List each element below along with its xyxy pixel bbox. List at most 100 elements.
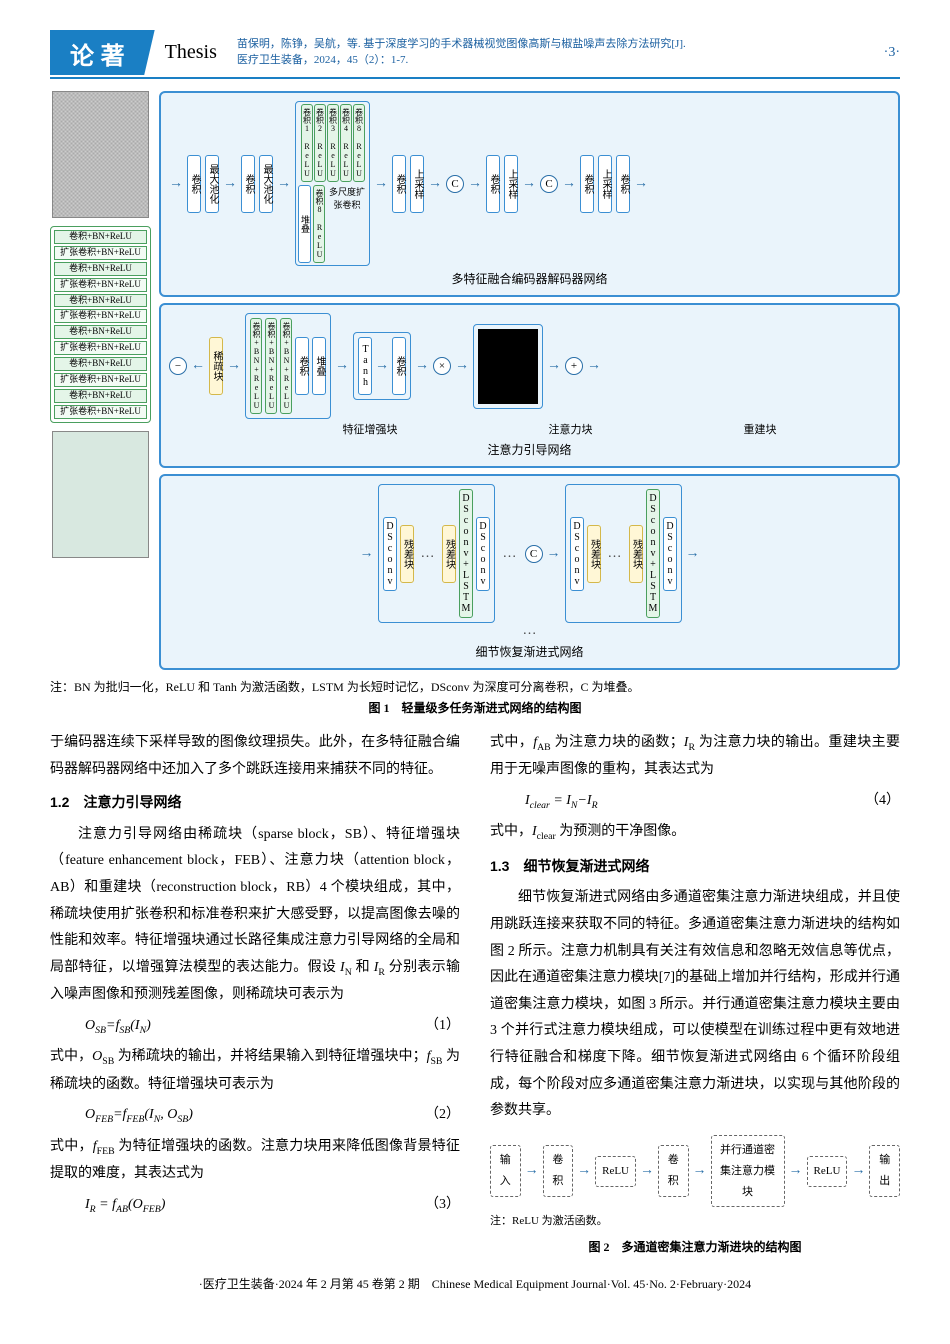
stack-cell: 扩张卷积+BN+ReLU bbox=[54, 405, 147, 419]
conv-block: 卷积 bbox=[241, 155, 255, 213]
arrow-icon: → bbox=[428, 176, 442, 192]
attention-group: Tanh → 卷积 bbox=[353, 332, 411, 400]
sparse-block: 稀疏块 bbox=[209, 337, 223, 395]
stack-block: 堆叠 bbox=[298, 185, 311, 263]
residual-block: 残差块 bbox=[629, 525, 643, 583]
dilated-conv: 卷积2 ReLU bbox=[314, 104, 326, 182]
paragraph: 式中，Iclear 为预测的干净图像。 bbox=[490, 819, 900, 846]
minus-op: − bbox=[169, 357, 187, 375]
fig2-node-relu: ReLU bbox=[807, 1156, 848, 1187]
ellipsis-icon: … bbox=[417, 546, 439, 562]
citation-line1: 苗保明，陈铮，吴航，等. 基于深度学习的手术器械视觉图像高斯与椒盐噪声去除方法研… bbox=[237, 38, 686, 50]
eq-number: （1） bbox=[425, 1013, 460, 1040]
feb-group: 卷积+BN+ReLU 卷积+BN+ReLU 卷积+BN+ReLU 卷积 堆叠 bbox=[245, 313, 331, 419]
figure-1: 卷积+BN+ReLU 扩张卷积+BN+ReLU 卷积+BN+ReLU 扩张卷积+… bbox=[50, 91, 900, 716]
section-heading-1-3: 1.3 细节恢复渐进式网络 bbox=[490, 853, 900, 880]
residual-block: 残差块 bbox=[442, 525, 456, 583]
arrow-icon: → bbox=[547, 358, 561, 374]
stack-cell: 扩张卷积+BN+ReLU bbox=[54, 278, 147, 292]
rb-label: 重建块 bbox=[744, 421, 777, 437]
arrow-icon: → bbox=[277, 176, 291, 192]
stack-cell: 卷积+BN+ReLU bbox=[54, 389, 147, 403]
dsconv-lstm-block: DSconv+LSTM bbox=[459, 489, 473, 618]
arrow-icon: → bbox=[227, 358, 241, 374]
concat-op: C bbox=[525, 545, 543, 563]
figure-2-caption: 图 2 多通道密集注意力渐进块的结构图 bbox=[490, 1236, 900, 1259]
arrow-icon: → bbox=[851, 1158, 865, 1185]
dsconv-block: DSconv bbox=[663, 517, 677, 591]
arrow-icon: → bbox=[335, 358, 349, 374]
feb-cell: 卷积+BN+ReLU bbox=[250, 318, 262, 414]
eq-number: （2） bbox=[425, 1102, 460, 1129]
detail-recovery-network: → DSconv 残差块 … 残差块 DSconv+LSTM DSconv … … bbox=[159, 474, 900, 670]
equation-2: OFEB=fFEB(IN, OSB) （2） bbox=[85, 1102, 460, 1129]
feb-cell: 卷积+BN+ReLU bbox=[280, 318, 292, 414]
figure-1-caption: 图 1 轻量级多任务渐进式网络的结构图 bbox=[50, 699, 900, 716]
plus-op: + bbox=[565, 357, 583, 375]
citation-text: 苗保明，陈铮，吴航，等. 基于深度学习的手术器械视觉图像高斯与椒盐噪声去除方法研… bbox=[237, 37, 884, 68]
figure-1-note: 注：BN 为批归一化，ReLU 和 Tanh 为激活函数，LSTM 为长短时记忆… bbox=[50, 678, 900, 695]
citation-line2: 医疗卫生装备，2024，45（2）：1-7. bbox=[237, 54, 408, 66]
figure-2: 输入 → 卷积 → ReLU → 卷积 → 并行通道密集注意力模块 → ReLU… bbox=[490, 1135, 900, 1259]
dilated-conv: 卷积8 ReLU bbox=[353, 104, 365, 182]
stack-cell: 卷积+BN+ReLU bbox=[54, 325, 147, 339]
arrow-icon: → bbox=[374, 176, 388, 192]
paragraph: 式中，fFEB 为特征增强块的函数。注意力块用来降低图像背景特征提取的难度，其表… bbox=[50, 1134, 460, 1188]
dsconv-block: DSconv bbox=[570, 517, 584, 591]
arrow-icon: → bbox=[360, 546, 374, 562]
arrow-icon: → bbox=[375, 358, 389, 374]
ellipsis-icon: … bbox=[499, 546, 521, 562]
bot-net-label: 细节恢复渐进式网络 bbox=[169, 643, 890, 660]
arrow-icon: → bbox=[223, 176, 237, 192]
arrow-icon: → bbox=[415, 358, 429, 374]
page-header: 论 著 Thesis 苗保明，陈铮，吴航，等. 基于深度学习的手术器械视觉图像高… bbox=[50, 30, 900, 79]
arrow-icon: → bbox=[522, 176, 536, 192]
fig2-node-relu: ReLU bbox=[595, 1156, 636, 1187]
arrow-icon: → bbox=[587, 358, 601, 374]
feb-label: 特征增强块 bbox=[343, 421, 398, 437]
conv-block: 卷积 bbox=[392, 337, 406, 395]
upsample-block: 上采样 bbox=[504, 155, 518, 213]
page-footer: ·医疗卫生装备·2024 年 2 月第 45 卷第 2 期 Chinese Me… bbox=[50, 1275, 900, 1292]
top-net-label: 多特征融合编码器解码器网络 bbox=[169, 270, 890, 287]
fig2-node-attention: 并行通道密集注意力模块 bbox=[711, 1135, 785, 1208]
equation-4: Iclear = IN−IR （4） bbox=[525, 788, 900, 815]
residual-block: 残差块 bbox=[587, 525, 601, 583]
section-tab: 论 著 bbox=[50, 30, 155, 75]
dilated-conv: 卷积3 ReLU bbox=[327, 104, 339, 182]
left-column: 于编码器连续下采样导致的图像纹理损失。此外，在多特征融合编码器解码器网络中还加入… bbox=[50, 730, 460, 1259]
equation-3: IR = fAB(OFEB) （3） bbox=[85, 1192, 460, 1219]
eq-number: （3） bbox=[425, 1192, 460, 1219]
arrow-icon: → bbox=[468, 176, 482, 192]
progressive-block-n: DSconv 残差块 … 残差块 DSconv+LSTM DSconv bbox=[565, 484, 682, 623]
paragraph: 式中，fAB 为注意力块的函数；IR 为注意力块的输出。重建块主要用于无噪声图像… bbox=[490, 730, 900, 784]
fig2-node-output: 输出 bbox=[869, 1145, 900, 1197]
conv-block: 卷积 bbox=[616, 155, 630, 213]
noisy-input-image bbox=[52, 91, 149, 218]
conv-block: 卷积 bbox=[486, 155, 500, 213]
pool-block: 最大池化 bbox=[205, 155, 219, 213]
stack-cell: 卷积+BN+ReLU bbox=[54, 357, 147, 371]
dsconv-block: DSconv bbox=[476, 517, 490, 591]
stack-cell: 扩张卷积+BN+ReLU bbox=[54, 373, 147, 387]
arrow-icon: → bbox=[640, 1158, 654, 1185]
equation-1: OSB=fSB(IN) （1） bbox=[85, 1013, 460, 1040]
dilated-conv: 卷积4 ReLU bbox=[340, 104, 352, 182]
arrow-icon: → bbox=[169, 176, 183, 192]
fig2-node-conv: 卷积 bbox=[543, 1145, 574, 1197]
tanh-block: Tanh bbox=[358, 337, 372, 395]
conv-block: 卷积 bbox=[580, 155, 594, 213]
arrow-icon: ← bbox=[191, 358, 205, 374]
arrow-icon: → bbox=[686, 546, 700, 562]
dsconv-lstm-block: DSconv+LSTM bbox=[646, 489, 660, 618]
stack-cell: 扩张卷积+BN+ReLU bbox=[54, 246, 147, 260]
attention-guided-network: − ← 稀疏块 → 卷积+BN+ReLU 卷积+BN+ReLU 卷积+BN+Re… bbox=[159, 303, 900, 468]
times-op: × bbox=[433, 357, 451, 375]
arrow-icon: → bbox=[525, 1158, 539, 1185]
residual-image bbox=[478, 329, 538, 404]
feb-cell: 卷积+BN+ReLU bbox=[265, 318, 277, 414]
paragraph: 细节恢复渐进式网络由多通道密集注意力渐进块组成，并且使用跳跃连接来获取不同的特征… bbox=[490, 885, 900, 1124]
encoder-decoder-network: → 卷积 最大池化 → 卷积 最大池化 → 卷积1 ReLU 卷积2 ReLU … bbox=[159, 91, 900, 297]
feb-cell: 堆叠 bbox=[312, 337, 326, 395]
multiscale-dilated-group: 卷积1 ReLU 卷积2 ReLU 卷积3 ReLU 卷积4 ReLU 卷积8 … bbox=[295, 101, 370, 266]
